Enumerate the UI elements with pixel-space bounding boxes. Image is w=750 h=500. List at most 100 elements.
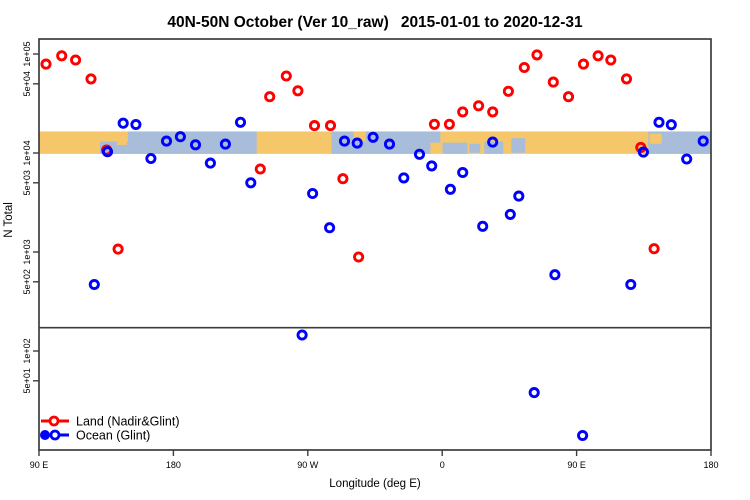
y-axis-ticks: 1e+05 5e+04 1e+04 5e+03 1e+03 5e+02 1e+02 5e+01	[22, 41, 39, 393]
data-point-land	[428, 118, 440, 130]
data-point-ocean	[457, 166, 469, 179]
data-point-ocean	[351, 137, 363, 149]
y-tick-label: 5e+04	[22, 71, 32, 96]
data-point-land	[457, 106, 469, 118]
y-tick-label: 1e+05	[22, 41, 32, 66]
data-point-ocean	[513, 190, 525, 202]
data-point-land	[56, 50, 68, 62]
x-axis-title: Longitude (deg E)	[329, 478, 421, 490]
data-point-ocean	[426, 160, 438, 172]
data-point-ocean	[477, 220, 489, 232]
data-point-ocean	[204, 157, 216, 169]
data-point-land	[264, 91, 276, 103]
data-point-land	[308, 120, 321, 132]
y-tick-label: 5e+01	[22, 368, 32, 393]
chart-title: 40N-50N October (Ver 10_raw) 2015-01-01 …	[167, 14, 583, 31]
data-point-ocean	[117, 117, 129, 129]
x-tick-label: 180	[703, 460, 718, 470]
data-point-ocean	[577, 429, 589, 442]
data-points	[40, 49, 709, 442]
map-band-land-island	[116, 137, 127, 145]
data-point-ocean	[296, 329, 308, 341]
data-point-land	[547, 76, 559, 88]
data-point-ocean	[88, 278, 100, 291]
legend: Land (Nadir&Glint) Ocean (Glint)	[40, 415, 180, 443]
data-point-ocean	[174, 131, 186, 143]
data-point-ocean	[101, 146, 114, 158]
data-point-ocean	[549, 269, 561, 281]
map-band-ocean-segment	[442, 142, 468, 154]
data-point-land	[592, 50, 604, 62]
data-point-land	[531, 49, 543, 61]
y-axis-title: N Total	[3, 202, 15, 238]
data-point-ocean	[245, 177, 257, 189]
data-point-ocean	[219, 138, 231, 150]
map-band-ocean-segment	[648, 131, 711, 154]
data-point-ocean	[504, 208, 516, 220]
data-point-land	[85, 73, 97, 85]
data-point-ocean	[130, 118, 142, 131]
data-point-ocean	[528, 387, 540, 399]
map-band-ocean-segment	[469, 143, 481, 153]
map-band-ocean-segment	[430, 131, 441, 143]
data-point-land	[648, 243, 660, 255]
data-point-land	[473, 100, 485, 112]
data-point-ocean	[665, 119, 677, 131]
data-point-ocean	[160, 135, 173, 147]
y-tick-label: 5e+02	[22, 269, 32, 294]
data-point-ocean	[681, 153, 693, 165]
x-tick-label: 0	[440, 460, 445, 470]
y-tick-label: 5e+03	[22, 170, 32, 195]
data-point-ocean	[234, 116, 247, 128]
map-band-land-island	[102, 131, 117, 141]
data-point-ocean	[324, 222, 336, 234]
data-point-ocean	[145, 152, 157, 165]
data-point-land	[353, 251, 365, 263]
y-tick-label: 1e+04	[22, 140, 32, 165]
map-band-land-island	[353, 131, 366, 142]
data-point-land	[487, 106, 499, 118]
data-point-land	[254, 163, 266, 175]
data-point-land	[518, 61, 530, 74]
data-point-land	[40, 58, 52, 70]
data-point-ocean	[367, 131, 379, 143]
x-tick-label: 90 E	[30, 460, 49, 470]
legend-ocean-marker-icon	[49, 429, 61, 441]
data-point-land	[577, 58, 590, 70]
map-band-land-island	[649, 133, 662, 144]
legend-ocean-label: Ocean (Glint)	[76, 429, 150, 443]
y-tick-label: 1e+02	[22, 338, 32, 363]
data-point-ocean	[338, 135, 351, 147]
legend-land-marker-icon	[48, 415, 60, 427]
legend-land-label: Land (Nadir&Glint)	[76, 415, 180, 429]
data-point-ocean	[413, 148, 426, 160]
map-band-ocean-segment	[484, 141, 504, 154]
data-point-land	[292, 85, 304, 97]
data-point-ocean	[625, 278, 637, 291]
y-tick-label: 1e+03	[22, 239, 32, 264]
plot-border	[38, 38, 712, 451]
data-point-ocean	[487, 136, 499, 148]
data-point-ocean	[637, 146, 649, 158]
legend-ocean-filled-marker-icon	[40, 430, 50, 440]
x-tick-label: 90 W	[297, 460, 319, 470]
x-tick-label: 90 E	[567, 460, 586, 470]
x-axis-ticks: 90 E 180 90 W 0 90 E 180	[30, 450, 719, 470]
data-point-land	[605, 54, 617, 66]
data-point-ocean	[383, 138, 396, 150]
data-point-land	[502, 85, 514, 97]
data-point-land	[562, 91, 575, 103]
data-point-ocean	[697, 135, 709, 147]
data-point-ocean	[307, 187, 319, 200]
data-point-ocean	[444, 183, 456, 195]
data-point-ocean	[653, 116, 665, 128]
map-band	[39, 131, 711, 154]
map-band-ocean-segment	[511, 138, 526, 153]
plot-frame	[38, 38, 712, 451]
data-point-land	[70, 54, 82, 66]
data-point-land	[337, 173, 349, 185]
data-point-land	[280, 70, 292, 82]
x-tick-label: 180	[166, 460, 181, 470]
